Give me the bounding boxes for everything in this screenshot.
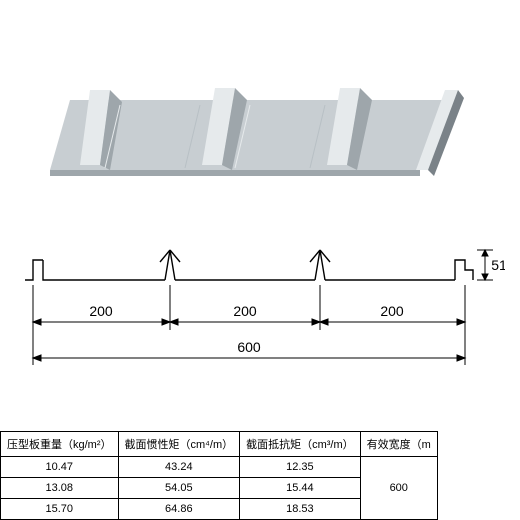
table-header-row: 压型板重量（kg/m²） 截面惯性矩（cm⁴/m） 截面抵抗矩（cm³/m） 有… bbox=[1, 432, 438, 457]
cell-inertia: 43.24 bbox=[118, 457, 240, 478]
cell-eff-width: 600 bbox=[360, 457, 437, 520]
cell-section-mod: 18.53 bbox=[240, 499, 361, 520]
dim-seg2-label: 200 bbox=[233, 303, 257, 319]
cross-section-diagram: 51 200 200 200 600 bbox=[15, 230, 505, 400]
spec-table-wrap: 压型板重量（kg/m²） 截面惯性矩（cm⁴/m） 截面抵抗矩（cm³/m） 有… bbox=[0, 431, 520, 520]
product-render bbox=[50, 30, 470, 190]
deck-front-edge bbox=[50, 170, 420, 176]
cell-section-mod: 12.35 bbox=[240, 457, 361, 478]
cell-weight: 15.70 bbox=[1, 499, 119, 520]
col-eff-width: 有效宽度（m bbox=[360, 432, 437, 457]
dim-seg1-label: 200 bbox=[89, 303, 113, 319]
profile-line bbox=[25, 250, 473, 280]
deck-render-svg bbox=[50, 30, 470, 190]
dim-total-label: 600 bbox=[237, 339, 261, 355]
cell-inertia: 64.86 bbox=[118, 499, 240, 520]
dim-height-label: 51 bbox=[491, 257, 505, 273]
diagram-svg: 51 200 200 200 600 bbox=[15, 230, 505, 400]
cell-section-mod: 15.44 bbox=[240, 478, 361, 499]
col-section-mod: 截面抵抗矩（cm³/m） bbox=[240, 432, 361, 457]
spec-table: 压型板重量（kg/m²） 截面惯性矩（cm⁴/m） 截面抵抗矩（cm³/m） 有… bbox=[0, 431, 438, 520]
col-inertia: 截面惯性矩（cm⁴/m） bbox=[118, 432, 240, 457]
table-row: 10.47 43.24 12.35 600 bbox=[1, 457, 438, 478]
cell-weight: 10.47 bbox=[1, 457, 119, 478]
col-weight: 压型板重量（kg/m²） bbox=[1, 432, 119, 457]
cell-inertia: 54.05 bbox=[118, 478, 240, 499]
cell-weight: 13.08 bbox=[1, 478, 119, 499]
dim-seg3-label: 200 bbox=[380, 303, 404, 319]
